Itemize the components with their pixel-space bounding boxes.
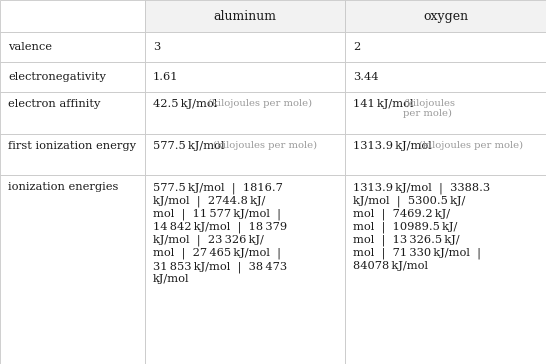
Text: ionization energies: ionization energies	[8, 182, 118, 193]
Text: 577.5 kJ/mol  |  1816.7
kJ/mol  |  2744.8 kJ/
mol  |  11 577 kJ/mol  |
14 842 kJ: 577.5 kJ/mol | 1816.7 kJ/mol | 2744.8 kJ…	[153, 182, 287, 284]
Text: 1.61: 1.61	[153, 72, 178, 82]
Text: (kilojoules per mole): (kilojoules per mole)	[208, 99, 312, 108]
Bar	[0, 134, 145, 175]
Bar	[345, 62, 546, 92]
Bar	[145, 62, 345, 92]
Text: 1313.9 kJ/mol: 1313.9 kJ/mol	[353, 141, 432, 151]
Text: electron affinity: electron affinity	[8, 99, 100, 109]
Text: 3.44: 3.44	[353, 72, 378, 82]
Bar	[145, 134, 345, 175]
Bar	[0, 175, 145, 364]
Text: oxygen: oxygen	[423, 9, 468, 23]
Bar	[145, 175, 345, 364]
Text: 42.5 kJ/mol: 42.5 kJ/mol	[153, 99, 217, 109]
Text: (kilojoules per mole): (kilojoules per mole)	[419, 141, 523, 150]
Bar	[345, 0, 546, 32]
Text: (kilojoules
per mole): (kilojoules per mole)	[403, 99, 455, 118]
Text: aluminum: aluminum	[213, 9, 276, 23]
Bar	[145, 92, 345, 134]
Bar	[345, 92, 546, 134]
Text: 2: 2	[353, 42, 360, 52]
Bar	[0, 32, 145, 62]
Text: electronegativity: electronegativity	[8, 72, 106, 82]
Bar	[0, 62, 145, 92]
Text: 3: 3	[153, 42, 160, 52]
Bar	[345, 175, 546, 364]
Text: (kilojoules per mole): (kilojoules per mole)	[213, 141, 317, 150]
Bar	[0, 92, 145, 134]
Text: valence: valence	[8, 42, 52, 52]
Bar	[145, 32, 345, 62]
Bar	[345, 32, 546, 62]
Bar	[0, 0, 145, 32]
Bar	[145, 0, 345, 32]
Text: 141 kJ/mol: 141 kJ/mol	[353, 99, 413, 109]
Text: first ionization energy: first ionization energy	[8, 141, 136, 151]
Bar	[345, 134, 546, 175]
Text: 577.5 kJ/mol: 577.5 kJ/mol	[153, 141, 224, 151]
Text: 1313.9 kJ/mol  |  3388.3
kJ/mol  |  5300.5 kJ/
mol  |  7469.2 kJ/
mol  |  10989.: 1313.9 kJ/mol | 3388.3 kJ/mol | 5300.5 k…	[353, 182, 490, 271]
